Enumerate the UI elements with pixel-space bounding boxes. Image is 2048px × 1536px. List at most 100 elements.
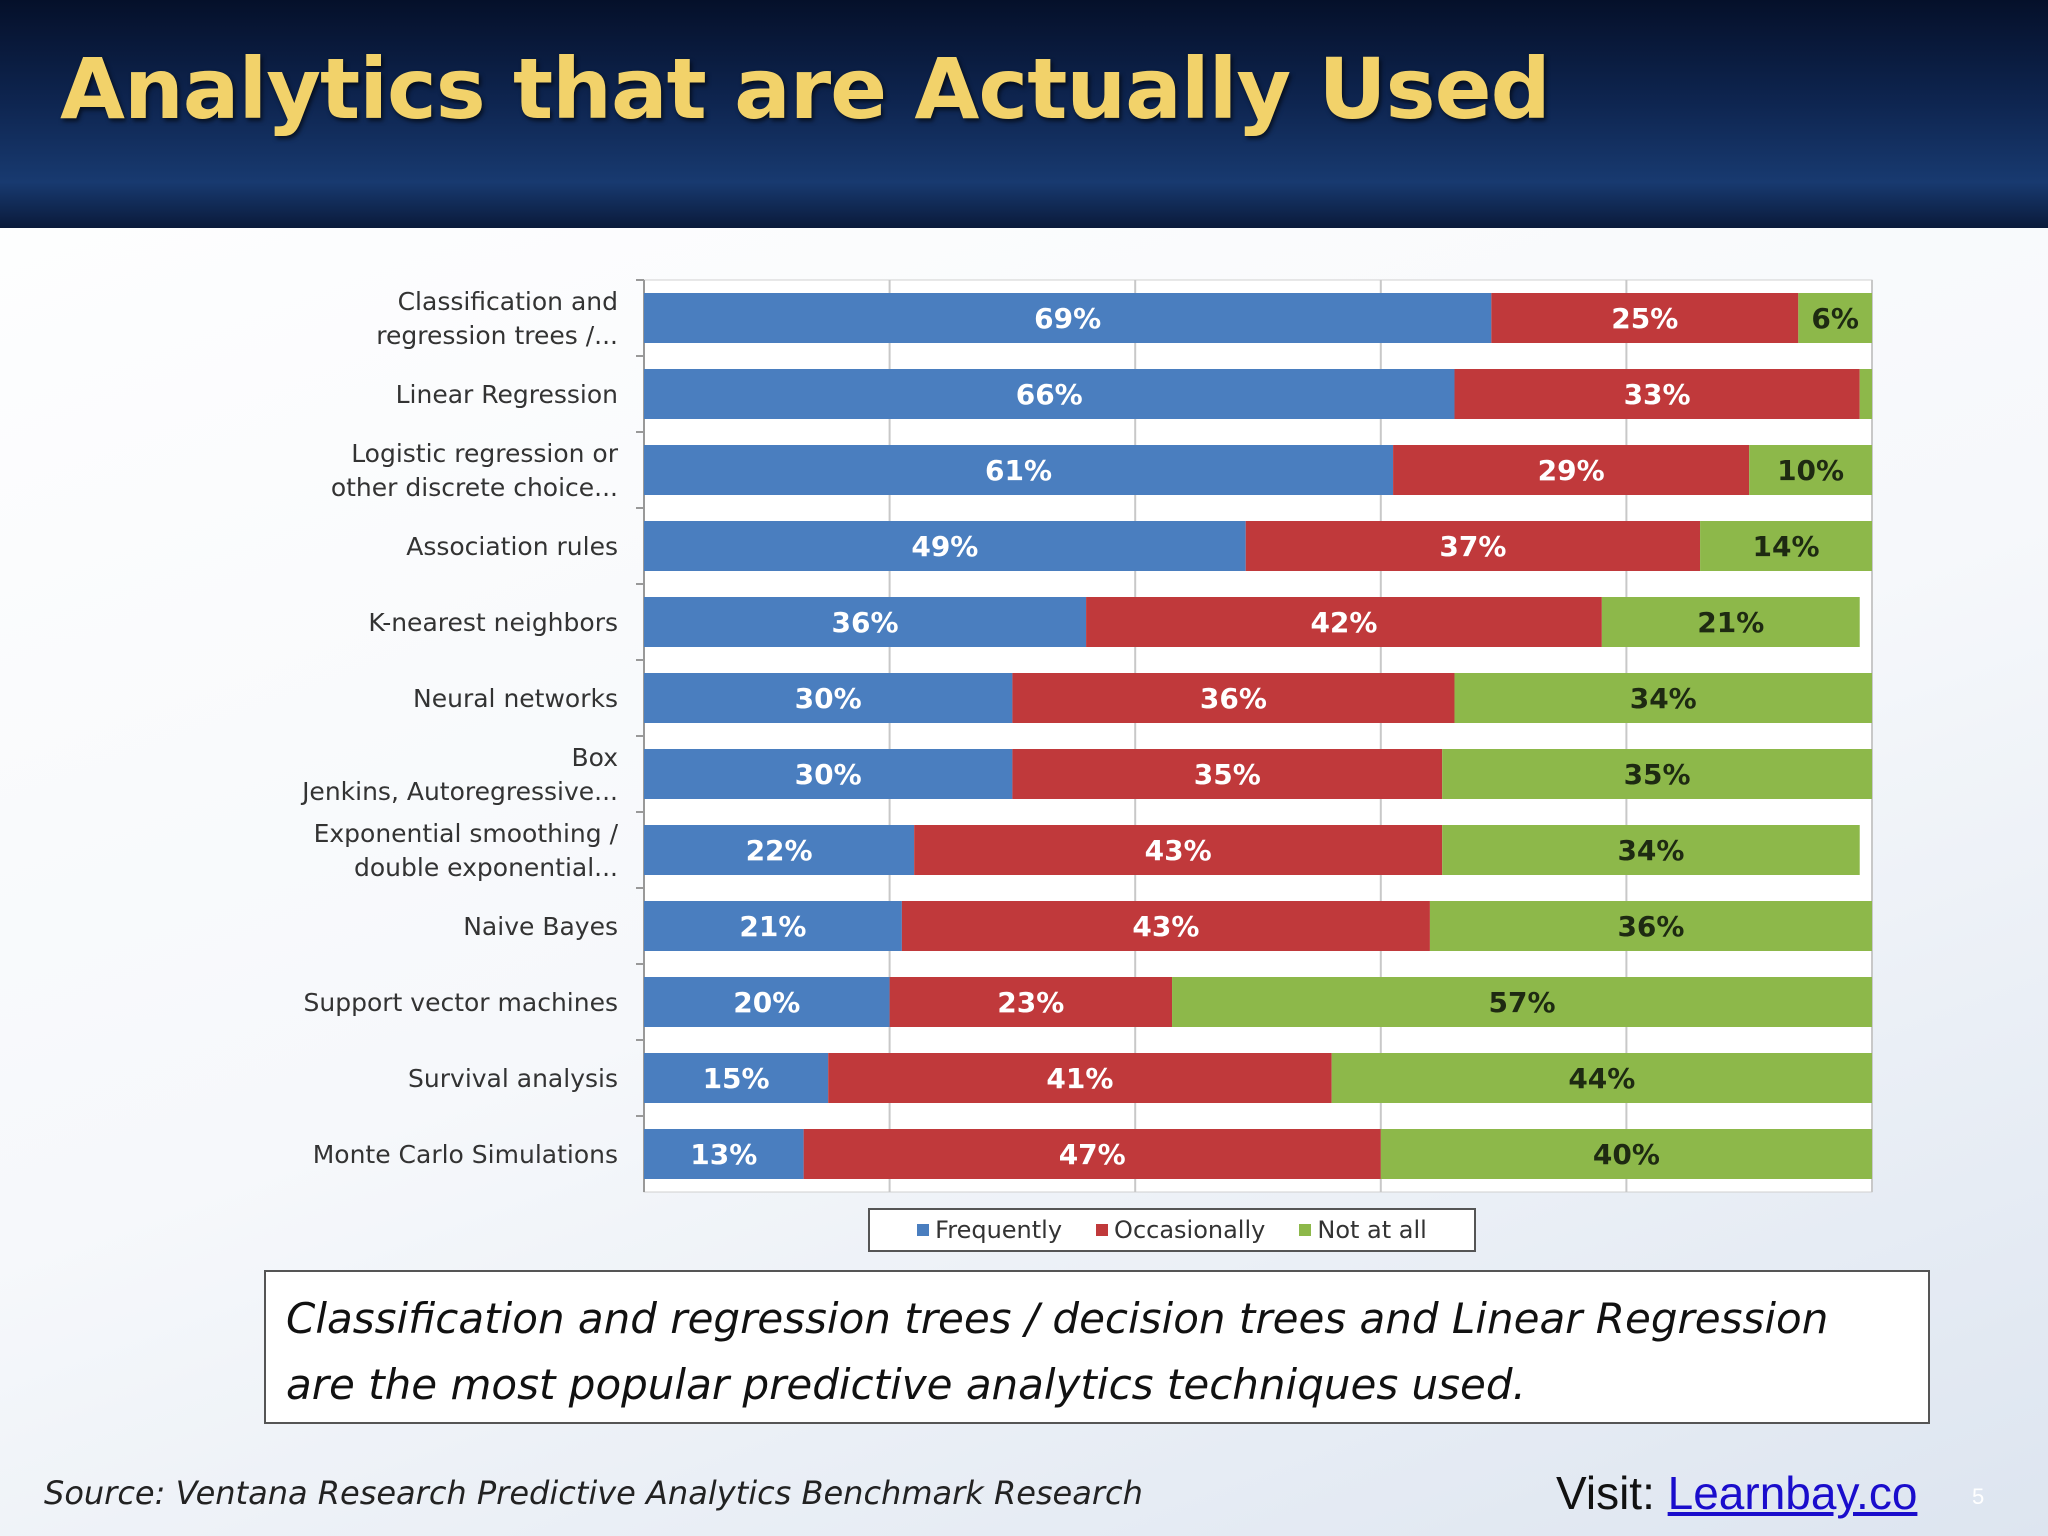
data-label: 34% [1617,834,1684,867]
legend-item: Frequently [917,1216,1062,1244]
plot-area [643,279,1873,1193]
bar-segment-occasionally [914,825,1443,875]
bar-segment-frequently [644,977,890,1027]
visit-link[interactable]: Learnbay.co [1667,1467,1918,1519]
bar-segment-not-at-all [1331,1053,1872,1103]
data-label: 49% [911,530,978,563]
data-label: 57% [1489,986,1556,1019]
category-label: K-nearest neighbors [368,608,618,637]
data-label: 43% [1132,910,1199,943]
visit-label: Visit: [1556,1467,1655,1519]
data-label: 44% [1568,1062,1635,1095]
bar-segment-frequently [644,293,1492,343]
source-note: Source: Ventana Research Predictive Anal… [44,1474,1143,1512]
data-label: 10% [1777,454,1844,487]
data-label: 34% [1630,682,1697,715]
legend-item: Occasionally [1096,1216,1265,1244]
category-label: Box Jenkins, Autoregressive... [300,743,618,806]
data-label: 6% [1811,302,1859,335]
data-label: 15% [703,1062,770,1095]
bar-segment-not-at-all [1442,825,1860,875]
data-label: 43% [1145,834,1212,867]
callout-box: Classification and regression trees / de… [264,1270,1930,1424]
bar-segment-frequently [644,901,902,951]
legend-swatch [1096,1224,1109,1236]
bar-segment-not-at-all [1798,293,1872,343]
category-label: Support vector machines [304,988,618,1017]
data-label: 14% [1753,530,1820,563]
bar-segment-not-at-all [1859,369,1872,419]
category-label: Survival analysis [408,1064,618,1093]
chart-legend: Frequently Occasionally Not at all [868,1208,1476,1252]
bar-segment-frequently [644,521,1246,571]
legend-label: Not at all [1317,1216,1427,1244]
bar-segment-frequently [644,825,915,875]
bar-segment-occasionally [803,1129,1381,1179]
bar-segment-occasionally [1086,597,1602,647]
category-label: Classification and regression trees /... [376,287,618,350]
bar-segment-frequently [644,1129,804,1179]
category-label: Association rules [406,532,618,561]
data-label: 13% [690,1138,757,1171]
data-label: 22% [746,834,813,867]
data-label: 41% [1046,1062,1113,1095]
bar-segment-not-at-all [1172,977,1872,1027]
category-label: Naive Bayes [463,912,618,941]
bar-segment-occasionally [1491,293,1799,343]
data-label: 30% [795,682,862,715]
data-label: 23% [997,986,1064,1019]
data-label: 40% [1593,1138,1660,1171]
data-label: 36% [1200,682,1267,715]
data-label: 36% [832,606,899,639]
data-label: 69% [1034,302,1101,335]
data-label: 30% [795,758,862,791]
data-label: 66% [1016,378,1083,411]
data-label: 21% [1697,606,1764,639]
bar-segment-frequently [644,749,1013,799]
legend-label: Occasionally [1114,1216,1266,1244]
data-label: 35% [1194,758,1261,791]
bar-segment-occasionally [1012,673,1455,723]
stacked-bar-chart: Classification and regression trees /... 6… [300,279,1873,1193]
data-label: 21% [739,910,806,943]
data-label: 20% [733,986,800,1019]
bar-segment-not-at-all [1700,521,1872,571]
bar-segment-not-at-all [1454,673,1872,723]
title-banner: Analytics that are Actually Used [0,0,2048,228]
bar-segment-occasionally [1393,445,1750,495]
bar-segment-frequently [644,1053,829,1103]
legend-item: Not at all [1299,1216,1427,1244]
bar-segment-not-at-all [1601,597,1860,647]
visit-line: Visit: Learnbay.co [1556,1466,1917,1520]
page-number: 5 [1972,1484,1985,1509]
category-label: Neural networks [413,684,618,713]
category-label: Monte Carlo Simulations [313,1140,618,1169]
bar-segment-frequently [644,369,1455,419]
legend-label: Frequently [935,1216,1063,1244]
data-label: 36% [1617,910,1684,943]
bar-segment-occasionally [1012,749,1443,799]
data-label: 25% [1611,302,1678,335]
bar-segment-not-at-all [1380,1129,1872,1179]
data-label: 47% [1059,1138,1126,1171]
data-label: 29% [1538,454,1605,487]
category-label: Logistic regression or other discrete cho… [331,439,619,502]
category-label: Linear Regression [396,380,618,409]
bar-segment-occasionally [1454,369,1860,419]
bar-segment-occasionally [889,977,1173,1027]
bar-segment-not-at-all [1429,901,1872,951]
bar-segment-not-at-all [1442,749,1872,799]
bar-segment-occasionally [1245,521,1701,571]
bar-segment-occasionally [828,1053,1332,1103]
bar-segment-not-at-all [1749,445,1872,495]
data-label: 35% [1624,758,1691,791]
bar-segment-occasionally [901,901,1430,951]
bar-segment-frequently [644,597,1087,647]
legend-swatch [1299,1224,1312,1236]
category-label: Exponential smoothing / double exponentia… [314,819,619,882]
data-label: 37% [1439,530,1506,563]
legend-swatch [917,1224,930,1236]
data-label: 61% [985,454,1052,487]
bar-segment-frequently [644,673,1013,723]
bar-segment-frequently [644,445,1394,495]
